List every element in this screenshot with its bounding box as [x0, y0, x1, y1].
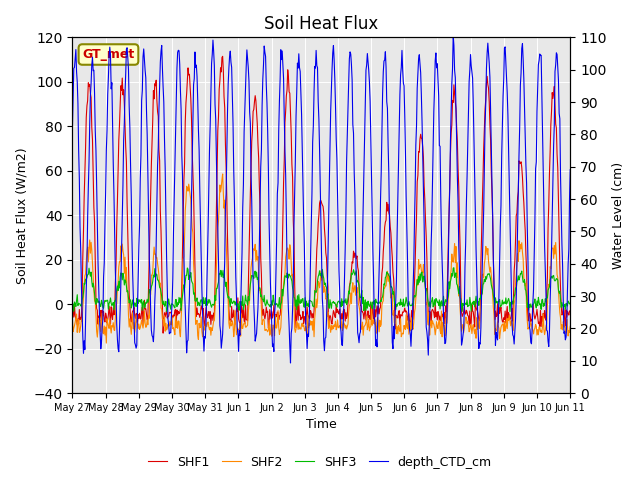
Line: SHF3: SHF3 — [72, 268, 570, 313]
SHF2 — [102, 340, 110, 346]
SHF1 — [566, 308, 574, 313]
SHF3 — [450, 265, 458, 271]
SHF2 — [77, 316, 85, 322]
SHF3 — [129, 297, 136, 303]
depth_CTD_cm — [77, 283, 85, 288]
depth_CTD_cm — [205, 147, 213, 153]
SHF1 — [68, 311, 76, 316]
SHF1 — [180, 178, 188, 184]
SHF1 — [206, 309, 214, 314]
depth_CTD_cm — [129, 271, 136, 276]
SHF1 — [383, 199, 390, 205]
SHF2 — [206, 324, 214, 330]
SHF1 — [397, 312, 405, 318]
depth_CTD_cm — [287, 360, 294, 366]
SHF2 — [383, 275, 390, 281]
SHF3 — [77, 303, 85, 309]
SHF2 — [219, 171, 227, 177]
Line: SHF2: SHF2 — [72, 174, 570, 343]
SHF2 — [180, 253, 188, 259]
SHF3 — [381, 275, 389, 280]
Legend: SHF1, SHF2, SHF3, depth_CTD_cm: SHF1, SHF2, SHF3, depth_CTD_cm — [143, 451, 497, 474]
depth_CTD_cm — [382, 64, 390, 70]
Line: SHF1: SHF1 — [72, 56, 570, 333]
depth_CTD_cm — [449, 33, 457, 38]
SHF1 — [159, 330, 167, 336]
Text: GT_met: GT_met — [83, 48, 134, 61]
depth_CTD_cm — [397, 72, 404, 78]
Title: Soil Heat Flux: Soil Heat Flux — [264, 15, 378, 33]
Line: depth_CTD_cm: depth_CTD_cm — [72, 36, 570, 363]
Y-axis label: Water Level (cm): Water Level (cm) — [612, 162, 625, 269]
SHF3 — [179, 288, 187, 293]
SHF3 — [68, 310, 76, 316]
SHF1 — [77, 316, 85, 322]
depth_CTD_cm — [566, 167, 574, 173]
SHF2 — [397, 334, 405, 339]
SHF3 — [396, 302, 404, 308]
depth_CTD_cm — [68, 127, 76, 132]
depth_CTD_cm — [179, 224, 187, 229]
X-axis label: Time: Time — [306, 419, 337, 432]
SHF2 — [129, 326, 137, 332]
SHF3 — [205, 297, 213, 302]
SHF2 — [68, 316, 76, 322]
SHF3 — [566, 300, 574, 306]
SHF2 — [566, 324, 574, 329]
SHF1 — [219, 53, 227, 59]
Y-axis label: Soil Heat Flux (W/m2): Soil Heat Flux (W/m2) — [15, 147, 28, 284]
SHF1 — [129, 309, 136, 314]
